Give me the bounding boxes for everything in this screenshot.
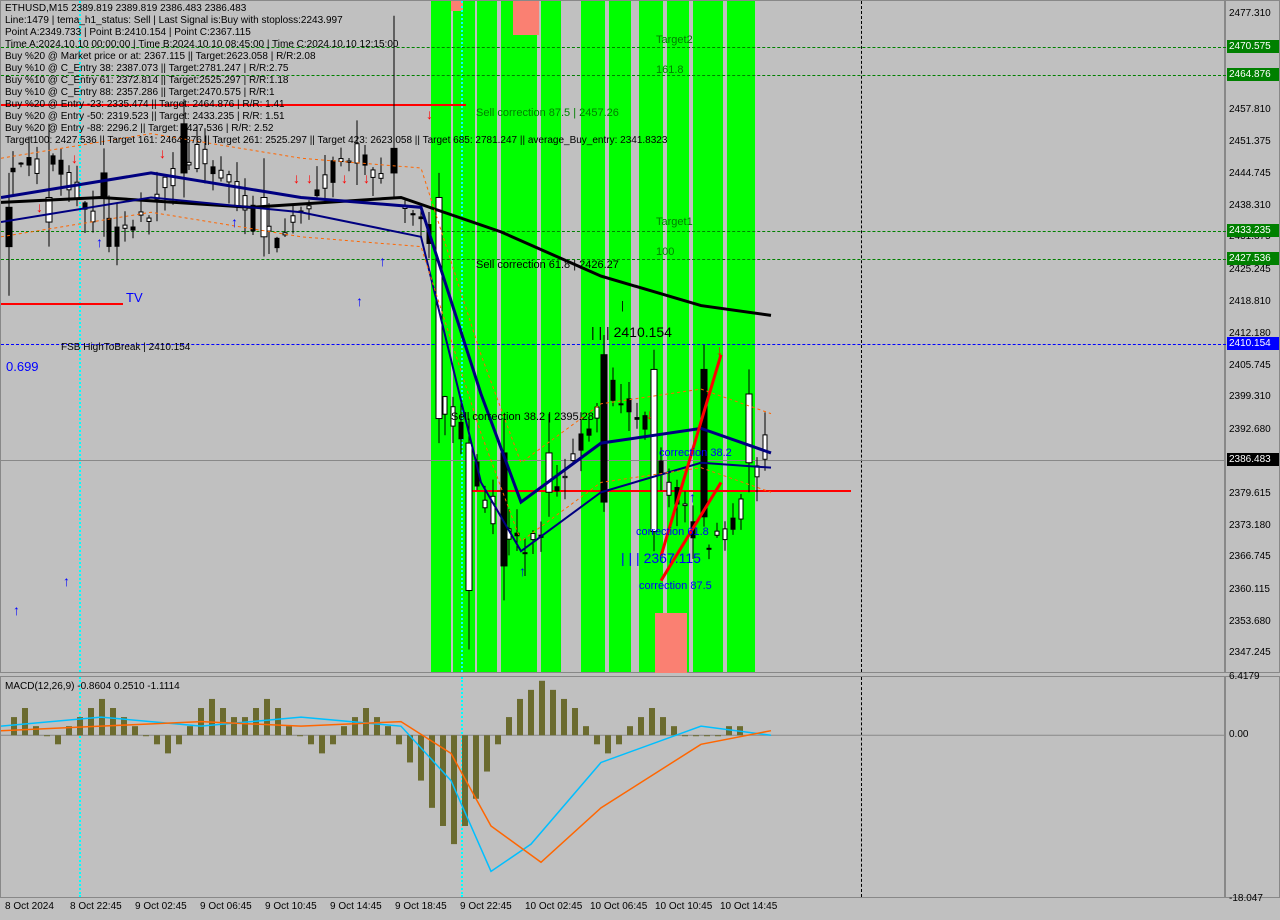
price-tag: 2433.235 <box>1227 224 1279 237</box>
info-title: ETHUSD,M15 2389.819 2389.819 2386.483 23… <box>5 3 246 14</box>
price-tick: 2379.615 <box>1229 488 1271 499</box>
x-tick: 8 Oct 2024 <box>5 901 54 912</box>
up-arrow-icon: ↑ <box>379 253 386 269</box>
info-line8: Buy %20 @ Entry -23: 2335.474 || Target:… <box>5 99 285 110</box>
up-arrow-icon: ↑ <box>96 234 103 250</box>
info-line6: Buy %10 @ C_Entry 61: 2372.814 || Target… <box>5 75 289 86</box>
down-arrow-icon: ↓ <box>716 342 723 358</box>
price-tick: 2457.810 <box>1229 104 1271 115</box>
chart-label: | | | 2410.154 <box>591 324 672 340</box>
up-arrow-icon: ↑ <box>519 563 526 579</box>
price-tick: 2451.375 <box>1229 136 1271 147</box>
down-arrow-icon: ↓ <box>363 170 370 186</box>
fsb-label: FSB HighToBreak | 2410.154 <box>61 342 190 353</box>
macd-panel[interactable]: MACD(12,26,9) -0.8604 0.2510 -1.1114 <box>0 676 1225 898</box>
x-tick: 9 Oct 22:45 <box>460 901 512 912</box>
down-arrow-icon: ↓ <box>71 150 78 166</box>
chart-label: | <box>621 300 624 312</box>
x-tick: 8 Oct 22:45 <box>70 901 122 912</box>
macd-svg <box>1 677 1226 899</box>
price-tick: 2438.310 <box>1229 200 1271 211</box>
chart-label: Target1 <box>656 216 693 228</box>
info-line10: Buy %20 @ Entry -88: 2296.2 || Target: 2… <box>5 123 273 134</box>
chart-label: 161.8 <box>656 64 684 76</box>
x-tick: 9 Oct 18:45 <box>395 901 447 912</box>
macd-tick: -18.047 <box>1229 893 1263 904</box>
macd-label: MACD(12,26,9) -0.8604 0.2510 -1.1114 <box>5 681 180 692</box>
x-tick: 10 Oct 06:45 <box>590 901 647 912</box>
chart-label: Sell correction 38.2 | 2395.28 <box>451 411 594 423</box>
price-tick: 2405.745 <box>1229 360 1271 371</box>
info-line7: Buy %10 @ C_Entry 88: 2357.286 || Target… <box>5 87 275 98</box>
price-panel[interactable]: ETHUSD,M15 2389.819 2389.819 2386.483 23… <box>0 0 1225 673</box>
price-tag: 2464.876 <box>1227 68 1279 81</box>
price-tag: 2427.536 <box>1227 252 1279 265</box>
x-tick: 9 Oct 06:45 <box>200 901 252 912</box>
price-tick: 2392.680 <box>1229 424 1271 435</box>
chart-label: Sell correction 61.8 | 2426.27 <box>476 259 619 271</box>
y-axis-price: 2477.310 2470.575 2464.876 2457.810 2451.375… <box>1225 0 1280 673</box>
chart-label: 0.699 <box>6 359 39 374</box>
up-arrow-icon: ↑ <box>689 489 696 505</box>
down-arrow-icon: ↓ <box>293 170 300 186</box>
price-tick: 2347.245 <box>1229 647 1271 658</box>
price-tick: 2444.745 <box>1229 168 1271 179</box>
price-tick: 2366.745 <box>1229 551 1271 562</box>
info-line11: Target100: 2427.536 || Target 161: 2464.… <box>5 135 667 146</box>
chart-label: Sell correction 87.5 | 2457.26 <box>476 107 619 119</box>
chart-label: 100 <box>656 246 674 258</box>
down-arrow-icon: ↓ <box>426 106 433 122</box>
chart-label: | | | 2367.115 <box>621 550 701 566</box>
price-tag: 2470.575 <box>1227 40 1279 53</box>
chart-label: correction 38.2 <box>659 447 732 459</box>
chart-label: correction 61.8 <box>636 526 709 538</box>
y-axis-macd: 6.41790.00-18.047 <box>1225 676 1280 898</box>
x-tick: 10 Oct 02:45 <box>525 901 582 912</box>
price-tag: 2386.483 <box>1227 453 1279 466</box>
info-line3: Time A:2024.10.10 00:00:00 | Time B:2024… <box>5 39 398 50</box>
price-tag: 2410.154 <box>1227 337 1279 350</box>
info-line9: Buy %20 @ Entry -50: 2319.523 || Target:… <box>5 111 285 122</box>
price-tick: 2360.115 <box>1229 584 1270 595</box>
price-tick: 2477.310 <box>1229 8 1271 19</box>
price-tick: 2399.310 <box>1229 391 1271 402</box>
down-arrow-icon: ↓ <box>341 170 348 186</box>
x-tick: 9 Oct 02:45 <box>135 901 187 912</box>
up-arrow-icon: ↑ <box>356 293 363 309</box>
up-arrow-icon: ↑ <box>231 214 238 230</box>
info-line5: Buy %10 @ C_Entry 38: 2387.073 || Target… <box>5 63 289 74</box>
price-tick: 2373.180 <box>1229 520 1271 531</box>
down-arrow-icon: ↓ <box>36 199 43 215</box>
macd-tick: 6.4179 <box>1229 671 1260 682</box>
chart-label: TV <box>126 290 143 305</box>
price-tick: 2353.680 <box>1229 616 1271 627</box>
down-arrow-icon: ↓ <box>306 170 313 186</box>
info-line2: Point A:2349.733 | Point B:2410.154 | Po… <box>5 27 251 38</box>
up-arrow-icon: ↑ <box>63 573 70 589</box>
x-tick: 9 Oct 14:45 <box>330 901 382 912</box>
macd-tick: 0.00 <box>1229 729 1248 740</box>
x-tick: 9 Oct 10:45 <box>265 901 317 912</box>
chart-label: correction 87.5 <box>639 580 712 592</box>
chart-container: ETHUSD,M15 2389.819 2389.819 2386.483 23… <box>0 0 1280 920</box>
up-arrow-icon: ↑ <box>13 602 20 618</box>
down-arrow-icon: ↓ <box>159 145 166 161</box>
price-tick: 2418.810 <box>1229 296 1271 307</box>
info-line1: Line:1479 | tema_h1_status: Sell | Last … <box>5 15 343 26</box>
price-tick: 2425.245 <box>1229 264 1271 275</box>
info-line4: Buy %20 @ Market price or at: 2367.115 |… <box>5 51 316 62</box>
down-arrow-icon: ↓ <box>646 406 653 422</box>
x-tick: 10 Oct 14:45 <box>720 901 777 912</box>
x-axis: 8 Oct 2024 8 Oct 22:45 9 Oct 02:45 9 Oct 06… <box>0 898 1225 920</box>
x-tick: 10 Oct 10:45 <box>655 901 712 912</box>
chart-label: Target2 <box>656 34 693 46</box>
